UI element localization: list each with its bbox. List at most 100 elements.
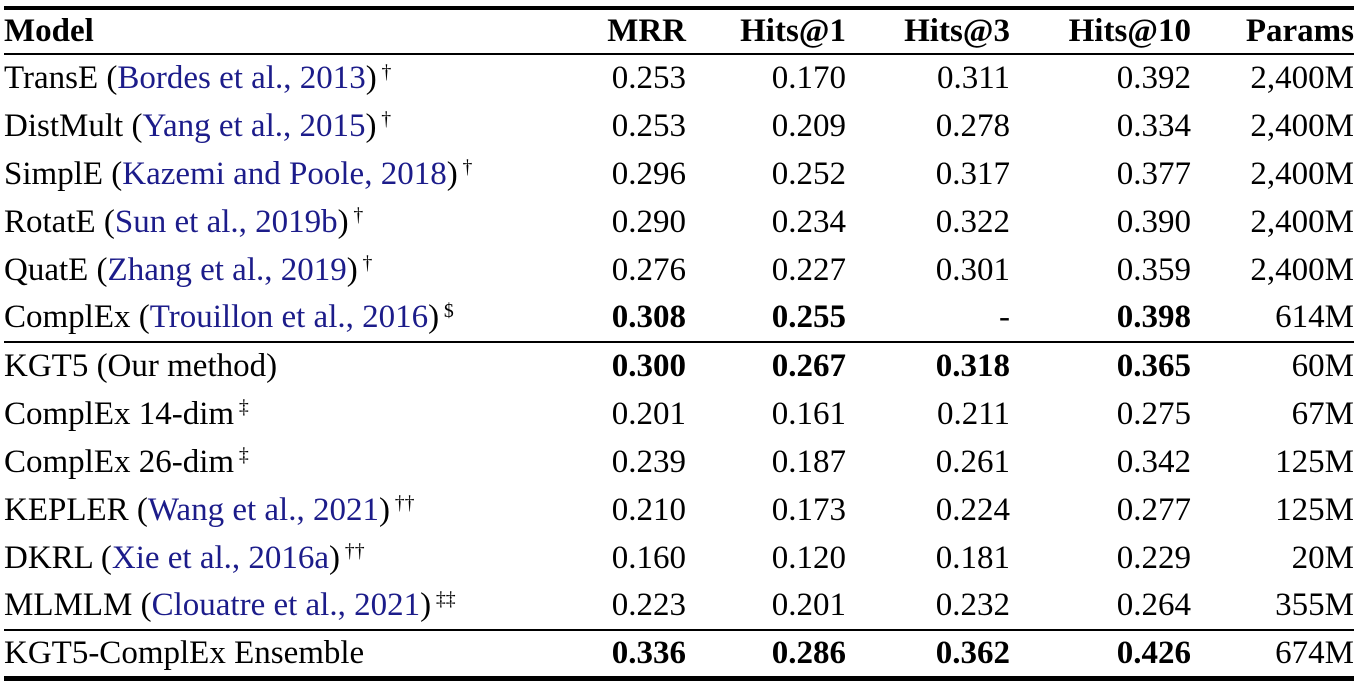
metric-value: 0.277 xyxy=(1116,491,1191,528)
closing-paren: ) xyxy=(378,491,390,528)
metric-value: 0.264 xyxy=(1116,587,1191,623)
closing-paren: ) xyxy=(446,155,458,192)
model-name: TransE ( xyxy=(4,60,118,96)
metric-value: 0.181 xyxy=(935,539,1010,576)
model-name: RotatE ( xyxy=(4,203,115,240)
citation-link[interactable]: Bordes et al., 2013 xyxy=(117,60,366,96)
metric-value: - xyxy=(999,299,1010,335)
metric-value: 0.187 xyxy=(771,443,846,480)
params-value: 20M xyxy=(1291,539,1354,576)
metric-value: 0.255 xyxy=(771,299,846,335)
model-cell: KGT5 (Our method) xyxy=(4,341,564,390)
metric-value: 0.318 xyxy=(846,341,1010,390)
model-name: KGT5-ComplEx Ensemble xyxy=(4,634,365,671)
metric-value: 0.161 xyxy=(771,395,846,432)
metric-value: 0.211 xyxy=(936,395,1010,432)
table-row: MLMLM (Clouatre et al., 2021) ‡‡ 0.223 0.20… xyxy=(4,582,1354,630)
citation-link[interactable]: Yang et al., 2015 xyxy=(142,107,366,144)
metric-value: 0.365 xyxy=(1010,341,1191,390)
closing-paren: ) xyxy=(428,299,440,335)
table-row: TransE (Bordes et al., 2013) † 0.253 0.170 0… xyxy=(4,54,1354,102)
metric-value: 0.286 xyxy=(686,629,846,678)
metric-value: 0.261 xyxy=(935,443,1010,480)
header-row: Model MRR Hits@1 Hits@3 Hits@10 Params xyxy=(4,8,1354,55)
closing-paren: ) xyxy=(365,60,377,96)
metric-value: 0.210 xyxy=(611,491,686,528)
citation-link[interactable]: Kazemi and Poole, 2018 xyxy=(122,155,447,192)
model-name: SimplE ( xyxy=(4,155,123,192)
metric-value: 0.342 xyxy=(1116,443,1191,480)
metric-value: 0.170 xyxy=(771,60,846,96)
column-header-hits3: Hits@3 xyxy=(846,8,1010,55)
metric-value: 0.232 xyxy=(935,587,1010,623)
metric-value: 0.276 xyxy=(611,251,686,288)
table-row: ComplEx (Trouillon et al., 2016) $0.308 0.… xyxy=(4,294,1354,342)
metric-value: 0.201 xyxy=(611,395,686,432)
metric-value: 0.301 xyxy=(935,251,1010,288)
model-name: ComplEx 14-dim xyxy=(4,395,235,432)
closing-paren: ) xyxy=(420,587,432,623)
model-name: QuatE ( xyxy=(4,251,108,288)
metric-value: 0.223 xyxy=(611,587,686,623)
metric-value: 0.311 xyxy=(936,60,1010,96)
metric-value: 0.296 xyxy=(611,155,686,192)
table-row: DistMult (Yang et al., 2015) † 0.253 0.209 0… xyxy=(4,102,1354,150)
model-name: ComplEx ( xyxy=(4,299,150,335)
model-cell: QuatE (Zhang et al., 2019) † xyxy=(4,246,564,294)
column-header-hits1: Hits@1 xyxy=(686,8,846,55)
metric-value: 0.209 xyxy=(771,107,846,144)
params-value: 60M xyxy=(1191,341,1354,390)
metric-value: 0.275 xyxy=(1116,395,1191,432)
metric-value: 0.227 xyxy=(771,251,846,288)
metric-value: 0.392 xyxy=(1116,60,1191,96)
model-cell: ComplEx 14-dim ‡ xyxy=(4,390,564,438)
table-row: KGT5 (Our method) 0.300 0.267 0.318 0.365 60M xyxy=(4,341,1354,390)
model-cell: KGT5-ComplEx Ensemble xyxy=(4,629,564,678)
metric-value: 0.290 xyxy=(611,203,686,240)
params-value: 125M xyxy=(1275,443,1354,480)
paper-table-page: Model MRR Hits@1 Hits@3 Hits@10 Params T… xyxy=(4,6,1354,681)
results-table: Model MRR Hits@1 Hits@3 Hits@10 Params T… xyxy=(4,6,1354,681)
closing-paren: ) xyxy=(346,251,358,288)
params-value: 2,400M xyxy=(1250,107,1354,144)
params-value: 125M xyxy=(1275,491,1354,528)
citation-link[interactable]: Wang et al., 2021 xyxy=(147,491,379,528)
metric-value: 0.336 xyxy=(564,629,686,678)
footnote-marker: $ xyxy=(443,299,454,322)
table-row: KGT5-ComplEx Ensemble 0.336 0.286 0.362 0.42… xyxy=(4,629,1354,678)
metric-value: 0.224 xyxy=(935,491,1010,528)
model-name: MLMLM ( xyxy=(4,587,152,623)
footnote-marker: † xyxy=(462,156,473,179)
metric-value: 0.362 xyxy=(846,629,1010,678)
model-name: KGT5 (Our method) xyxy=(4,348,278,384)
metric-value: 0.120 xyxy=(771,539,846,576)
citation-link[interactable]: Zhang et al., 2019 xyxy=(107,251,347,288)
params-value: 674M xyxy=(1191,629,1354,678)
table-row: RotatE (Sun et al., 2019b) † 0.290 0.234 0.3… xyxy=(4,198,1354,246)
metric-value: 0.253 xyxy=(611,60,686,96)
metric-value: 0.322 xyxy=(935,203,1010,240)
metric-value: 0.229 xyxy=(1116,539,1191,576)
citation-link[interactable]: Sun et al., 2019b xyxy=(114,203,338,240)
citation-link[interactable]: Trouillon et al., 2016 xyxy=(149,299,429,335)
footnote-marker: ‡‡ xyxy=(435,587,456,610)
model-name: ComplEx 26-dim xyxy=(4,443,235,480)
column-header-mrr: MRR xyxy=(564,8,686,55)
citation-link[interactable]: Clouatre et al., 2021 xyxy=(151,587,421,623)
citation-link[interactable]: Xie et al., 2016a xyxy=(111,539,330,576)
table-row: SimplE (Kazemi and Poole, 2018) † 0.296 0.2… xyxy=(4,150,1354,198)
params-value: 614M xyxy=(1275,299,1354,335)
model-cell: SimplE (Kazemi and Poole, 2018) † xyxy=(4,150,564,198)
metric-value: 0.377 xyxy=(1116,155,1191,192)
column-header-model: Model xyxy=(4,8,564,55)
closing-paren: ) xyxy=(329,539,341,576)
table-row: KEPLER (Wang et al., 2021) †† 0.210 0.173 0.… xyxy=(4,486,1354,534)
footnote-marker: † xyxy=(353,204,364,227)
metric-value: 0.317 xyxy=(935,155,1010,192)
model-cell: ComplEx 26-dim ‡ xyxy=(4,438,564,486)
params-value: 2,400M xyxy=(1250,203,1354,240)
metric-value: 0.160 xyxy=(611,539,686,576)
metric-value: 0.390 xyxy=(1116,203,1191,240)
metric-value: 0.300 xyxy=(564,341,686,390)
table-row: DKRL (Xie et al., 2016a) †† 0.160 0.120 0.18… xyxy=(4,534,1354,582)
